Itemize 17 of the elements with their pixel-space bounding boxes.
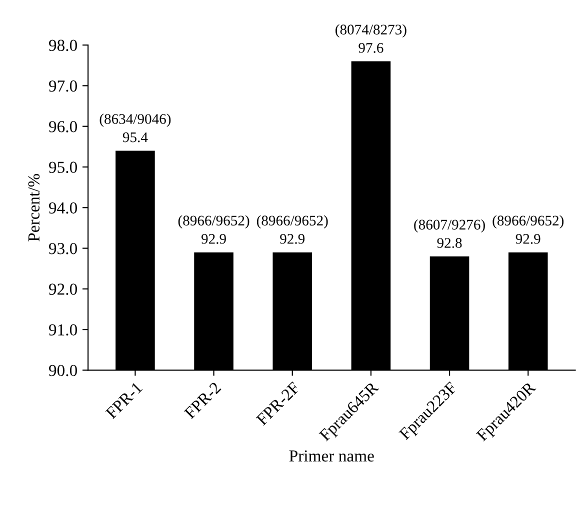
data-label: (8607/9276) 92.8: [414, 219, 485, 248]
data-label: (8074/8273) 97.6: [336, 24, 406, 53]
y-tick-label: 95.0: [49, 162, 77, 173]
x-axis-title: Primer name: [289, 450, 374, 462]
data-label: (8966/9652) 92.9: [178, 215, 250, 244]
y-tick-label: 97.0: [49, 80, 77, 92]
y-tick-label: 93.0: [49, 242, 77, 254]
y-tick-label: 92.0: [49, 284, 77, 295]
y-tick-label: 90.0: [49, 364, 77, 376]
data-label: (8966/9652) 92.9: [492, 215, 564, 244]
data-label: (8634/9046) 95.4: [100, 114, 171, 142]
y-tick-label: 98.0: [49, 40, 77, 52]
y-axis-title: Percent/%: [28, 174, 40, 242]
y-tick-label: 91.0: [49, 324, 77, 336]
data-label: (8966/9652) 92.9: [256, 215, 328, 244]
y-tick-label: 96.0: [49, 121, 77, 132]
y-tick-label: 94.0: [49, 202, 77, 214]
